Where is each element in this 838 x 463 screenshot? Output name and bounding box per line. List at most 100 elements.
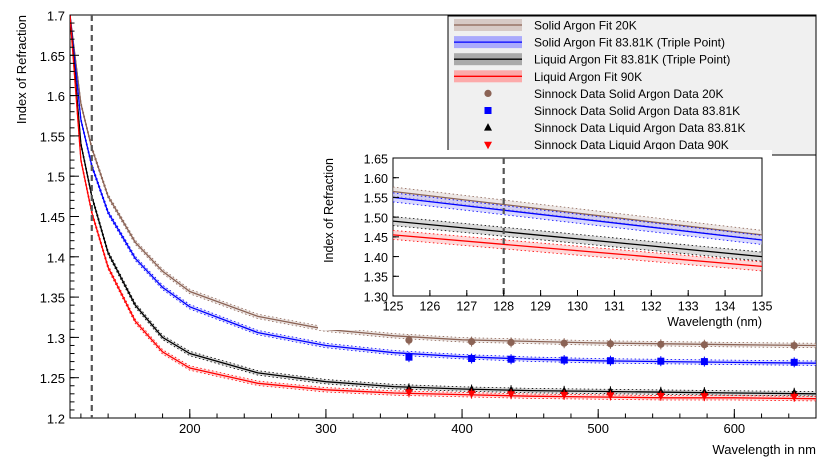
x-tick-label: 129 [530, 300, 551, 314]
data-marker [405, 353, 413, 361]
x-tick-label: 127 [456, 300, 477, 314]
data-marker [700, 341, 708, 349]
inset-x-axis-title: Wavelength (nm) [667, 315, 762, 329]
y-tick-label: 1.60 [364, 172, 388, 186]
fit-line [70, 15, 816, 400]
y-tick-label: 1.4 [47, 250, 65, 265]
y-tick-label: 1.3 [47, 331, 65, 346]
y-tick-label: 1.55 [40, 129, 65, 144]
fit-band-edge [70, 15, 816, 362]
data-marker [606, 340, 615, 348]
data-marker [606, 392, 615, 400]
y-tick-label: 1.45 [364, 231, 388, 245]
y-tick-label: 1.2 [47, 412, 65, 427]
fit-line [70, 15, 816, 395]
data-marker [404, 389, 413, 397]
legend-marker [484, 141, 492, 150]
legend-label: Liquid Argon Fit 83.81K (Triple Point) [534, 53, 730, 67]
data-marker [468, 355, 476, 363]
data-marker [560, 356, 568, 364]
legend-marker [484, 89, 492, 97]
data-marker [606, 357, 614, 365]
data-marker [657, 357, 665, 365]
legend-entry: Solid Argon Fit 20K [454, 19, 637, 33]
legend-label: Solid Argon Fit 20K [534, 19, 637, 33]
inset-y-axis-title: Index of Refraction [322, 158, 336, 263]
y-tick-label: 1.7 [47, 9, 65, 24]
y-tick-label: 1.5 [47, 170, 65, 185]
y-tick-label: 1.30 [364, 290, 388, 304]
y-tick-label: 1.50 [364, 211, 388, 225]
legend-entry: Sinnock Data Liquid Argon Data 83.81K [484, 121, 745, 135]
y-tick-label: 1.65 [364, 152, 388, 166]
legend-entry: Sinnock Data Solid Argon Data 83.81K [484, 104, 740, 118]
x-tick-label: 600 [723, 421, 745, 436]
x-tick-label: 125 [383, 300, 404, 314]
data-marker [790, 358, 798, 366]
fit-band-edge [70, 15, 816, 344]
x-tick-label: 130 [567, 300, 588, 314]
x-tick-label: 134 [715, 300, 736, 314]
data-marker [507, 355, 515, 363]
legend-label: Liquid Argon Fit 90K [534, 70, 642, 84]
data-marker [656, 392, 665, 401]
fit-band-edge [393, 239, 762, 272]
fit-band-edge [70, 15, 816, 397]
fit-band-edge [70, 17, 816, 366]
y-tick-label: 1.65 [40, 49, 65, 64]
x-tick-label: 126 [419, 300, 440, 314]
y-tick-label: 1.6 [47, 89, 65, 104]
fit-band-edge [70, 17, 816, 402]
data-marker [507, 391, 516, 399]
legend-label: Sinnock Data Liquid Argon Data 83.81K [534, 121, 745, 135]
data-marker [700, 393, 709, 401]
legend: Solid Argon Fit 20K Solid Argon Fit 83.81… [447, 15, 817, 156]
y-tick-label: 1.25 [40, 371, 65, 386]
data-marker [405, 336, 413, 344]
main-y-axis-title: Index of Refraction [14, 15, 29, 124]
data-marker [467, 337, 476, 346]
x-tick-label: 500 [587, 421, 609, 436]
fit-band-edge [393, 230, 762, 263]
fit-line [70, 15, 816, 347]
data-marker [657, 340, 665, 348]
legend-marker [484, 107, 492, 114]
fit-line [393, 220, 762, 258]
fit-line [393, 196, 762, 241]
fit-line [393, 234, 762, 268]
data-marker [560, 391, 569, 400]
data-marker [507, 338, 515, 346]
x-tick-label: 200 [179, 421, 201, 436]
x-tick-label: 133 [678, 300, 699, 314]
legend-marker [484, 123, 492, 131]
data-marker [790, 341, 798, 350]
legend-label: Sinnock Data Solid Argon Data 83.81K [534, 104, 740, 118]
main-x-axis-title: Wavelength in nm [712, 442, 816, 457]
legend-entry: Liquid Argon Fit 90K [454, 70, 642, 84]
data-marker [467, 390, 476, 399]
legend-entry: Sinnock Data Liquid Argon Data 90K [484, 138, 729, 152]
data-marker [700, 358, 708, 366]
fit-line [70, 15, 816, 364]
legend-entry: Solid Argon Fit 83.81K (Triple Point) [454, 36, 725, 50]
fit-line [393, 190, 762, 236]
data-marker [790, 393, 799, 402]
fit-band-edge [393, 225, 762, 262]
legend-entry: Liquid Argon Fit 83.81K (Triple Point) [454, 53, 730, 67]
y-tick-label: 1.55 [364, 192, 388, 206]
data-marker [560, 339, 568, 347]
x-tick-label: 128 [493, 300, 514, 314]
inset-series-group [393, 186, 762, 272]
x-tick-label: 300 [315, 421, 337, 436]
y-tick-label: 1.35 [364, 271, 388, 285]
fit-band-edge [393, 216, 762, 253]
x-tick-label: 132 [641, 300, 662, 314]
y-tick-label: 1.40 [364, 251, 388, 265]
x-tick-label: 131 [604, 300, 625, 314]
legend-entry: Sinnock Data Solid Argon Data 20K [484, 87, 723, 101]
y-tick-label: 1.35 [40, 291, 65, 306]
x-tick-label: 135 [752, 300, 773, 314]
main-series-group [70, 15, 816, 402]
inset-plot-area: 125 126 127 128 129 130 131 132 133 134 135 1.30 1.3… [318, 150, 772, 330]
